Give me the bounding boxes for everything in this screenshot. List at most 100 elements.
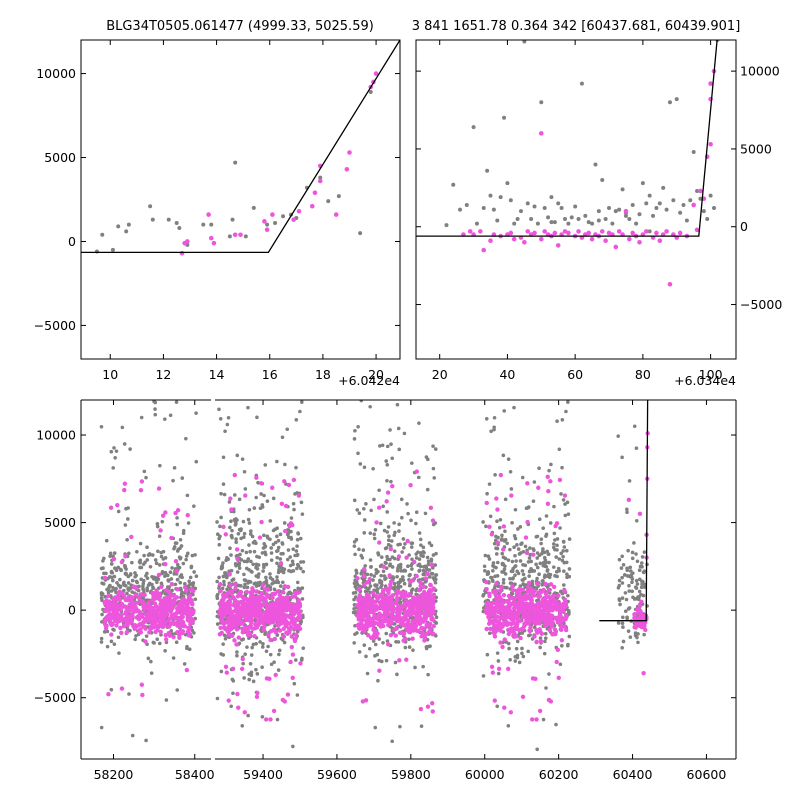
gray-point	[620, 187, 625, 192]
pink-point	[160, 611, 165, 616]
gray-point	[192, 570, 196, 574]
gray-point	[517, 631, 522, 636]
pink-point	[534, 581, 540, 586]
pink-point	[508, 710, 514, 715]
pink-point	[293, 636, 299, 641]
gray-point	[102, 571, 106, 576]
pink-point	[221, 594, 226, 600]
pink-point	[559, 638, 565, 643]
gray-point	[573, 204, 578, 209]
pink-point	[139, 682, 145, 687]
pink-point	[378, 613, 383, 619]
pink-point	[235, 691, 240, 697]
gray-point	[410, 587, 415, 591]
gray-point	[215, 520, 219, 524]
pink-point	[277, 596, 283, 601]
gray-point	[576, 216, 581, 221]
gray-point	[221, 561, 225, 565]
pink-point	[134, 586, 139, 591]
gray-point	[295, 562, 300, 567]
gray-point	[418, 551, 423, 555]
gray-point	[229, 519, 233, 524]
gray-point	[101, 582, 106, 586]
gray-point	[99, 636, 104, 641]
gray-point	[519, 542, 523, 546]
gray-point	[513, 564, 517, 569]
gray-point	[636, 632, 640, 636]
gray-point	[277, 652, 281, 657]
gray-point	[532, 569, 537, 573]
pink-point	[522, 621, 527, 626]
gray-point	[711, 206, 716, 211]
gray-point	[400, 515, 404, 520]
gray-point	[263, 552, 268, 557]
gray-point	[265, 499, 270, 503]
gray-point	[390, 456, 395, 461]
gray-point	[105, 629, 110, 634]
gray-point	[238, 552, 242, 557]
pink-point	[281, 634, 286, 639]
gray-point	[487, 557, 492, 561]
pink-point	[420, 630, 425, 636]
gray-point	[528, 633, 532, 637]
gray-point	[632, 424, 637, 429]
gray-point	[293, 492, 297, 496]
pink-point	[542, 229, 547, 234]
gray-point	[250, 645, 254, 650]
gray-point	[262, 541, 266, 546]
gray-point	[234, 517, 238, 521]
pink-point	[122, 604, 127, 609]
gray-point	[357, 511, 362, 516]
pink-point	[428, 621, 433, 627]
gray-point	[123, 523, 128, 527]
gray-point	[188, 575, 193, 580]
gray-point	[248, 662, 253, 666]
gray-point	[695, 188, 700, 193]
pink-point	[534, 639, 539, 645]
top-right-data-area	[416, 40, 720, 287]
gray-point	[247, 543, 251, 547]
gray-point	[145, 545, 149, 550]
pink-point	[501, 524, 507, 529]
gray-point	[491, 207, 496, 212]
gray-point	[617, 557, 622, 562]
gray-point	[179, 592, 184, 597]
gray-point	[395, 402, 400, 407]
gray-point	[630, 550, 635, 555]
pink-point	[380, 601, 385, 606]
gray-point	[392, 533, 397, 538]
pink-point	[123, 554, 128, 559]
x-tick-label: 40	[499, 367, 515, 382]
pink-point	[111, 556, 117, 562]
pink-point	[238, 232, 243, 238]
pink-point	[632, 616, 637, 621]
gray-point	[425, 555, 430, 560]
gray-point	[290, 559, 295, 564]
pink-point	[354, 603, 360, 608]
gray-point	[618, 602, 622, 607]
pink-point	[511, 610, 517, 616]
pink-point	[285, 692, 291, 697]
gray-point	[526, 560, 531, 564]
gray-point	[294, 417, 299, 422]
gray-point	[647, 229, 652, 234]
pink-point	[623, 208, 629, 214]
gray-point	[352, 498, 357, 503]
gray-point	[281, 214, 286, 219]
gray-point	[559, 492, 563, 496]
pink-point	[247, 632, 253, 637]
gray-point	[124, 229, 129, 234]
gray-point	[542, 651, 547, 656]
gray-point	[186, 521, 191, 525]
gray-point	[498, 517, 503, 522]
pink-point	[122, 481, 128, 486]
pink-point	[227, 572, 232, 577]
gray-point	[429, 543, 434, 548]
pink-point	[408, 579, 413, 584]
pink-point	[317, 178, 323, 184]
pink-point	[394, 595, 400, 601]
gray-point	[255, 574, 259, 578]
pink-point	[278, 560, 284, 566]
gray-point	[247, 521, 252, 525]
gray-point	[376, 551, 380, 555]
